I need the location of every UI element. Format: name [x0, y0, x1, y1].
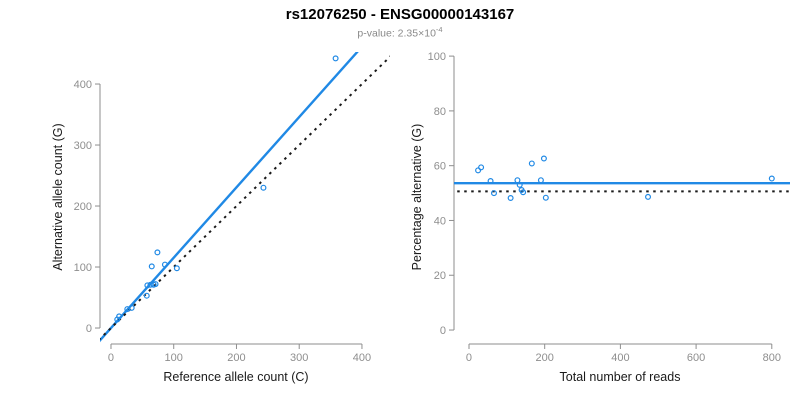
x-tick-label: 300 [290, 352, 308, 364]
x-tick-label: 800 [763, 352, 781, 364]
y-tick-label: 60 [434, 161, 446, 173]
lines-layer [100, 52, 390, 343]
data-point [478, 164, 485, 171]
y-tick-label: 200 [74, 201, 92, 213]
right-x-axis-label: Total number of reads [559, 370, 681, 384]
data-point [537, 177, 544, 184]
data-point [768, 175, 775, 182]
data-point [490, 190, 497, 197]
percentage-scatter: 0 200 400 600 800 0 20 40 60 80 100 [428, 51, 790, 364]
data-point [487, 178, 494, 185]
right-y-axis-label: Percentage alternative (G) [410, 123, 424, 271]
y-tick-label: 100 [428, 51, 446, 63]
x-tick-label: 0 [466, 352, 472, 364]
left-x-axis-label: Reference allele count (C) [163, 370, 309, 384]
y-tick-label: 40 [434, 215, 446, 227]
identity-line [100, 55, 390, 341]
y-tick-label: 400 [74, 79, 92, 91]
pvalue-label: p-value: [357, 27, 398, 40]
y-tick-label: 20 [434, 270, 446, 282]
y-tick-label: 100 [74, 262, 92, 274]
data-point [161, 261, 168, 268]
data-point [128, 304, 135, 311]
x-tick-label: 100 [165, 352, 183, 364]
data-point [332, 55, 339, 62]
data-point [645, 193, 652, 200]
data-point [173, 265, 180, 272]
data-point [540, 155, 547, 162]
figure-title: rs12076250 - ENSG00000143167 [285, 6, 515, 23]
y-tick-label: 0 [440, 325, 446, 337]
data-point [516, 181, 523, 188]
points-layer [475, 155, 775, 202]
pvalue-exponent: -4 [435, 25, 443, 34]
data-point [514, 177, 521, 184]
data-point [143, 292, 150, 299]
data-point [542, 194, 549, 201]
data-point [528, 160, 535, 167]
y-tick-label: 0 [86, 323, 92, 335]
data-point [260, 184, 267, 191]
data-point [475, 167, 482, 174]
x-tick-label: 200 [227, 352, 245, 364]
data-point [116, 313, 123, 320]
data-point [154, 249, 161, 256]
x-tick-label: 0 [108, 352, 114, 364]
left-y-axis-label: Alternative allele count (G) [51, 123, 65, 271]
fit-line [100, 52, 359, 343]
pvalue-base: 2.35×10 [397, 27, 436, 40]
allele-count-scatter: 0 100 200 300 400 0 100 200 300 400 [74, 52, 390, 364]
figure-subtitle: p-value: 2.35×10-4 [0, 25, 800, 40]
data-point [520, 189, 527, 196]
points-layer [114, 55, 339, 323]
data-point [152, 281, 159, 288]
data-point [148, 263, 155, 270]
data-point [507, 195, 514, 202]
x-tick-label: 400 [353, 352, 371, 364]
x-tick-label: 600 [687, 352, 705, 364]
data-point [144, 282, 151, 289]
lines-layer [454, 182, 790, 193]
x-tick-label: 400 [611, 352, 629, 364]
y-tick-label: 80 [434, 106, 446, 118]
y-tick-label: 300 [74, 140, 92, 152]
x-tick-label: 200 [536, 352, 554, 364]
